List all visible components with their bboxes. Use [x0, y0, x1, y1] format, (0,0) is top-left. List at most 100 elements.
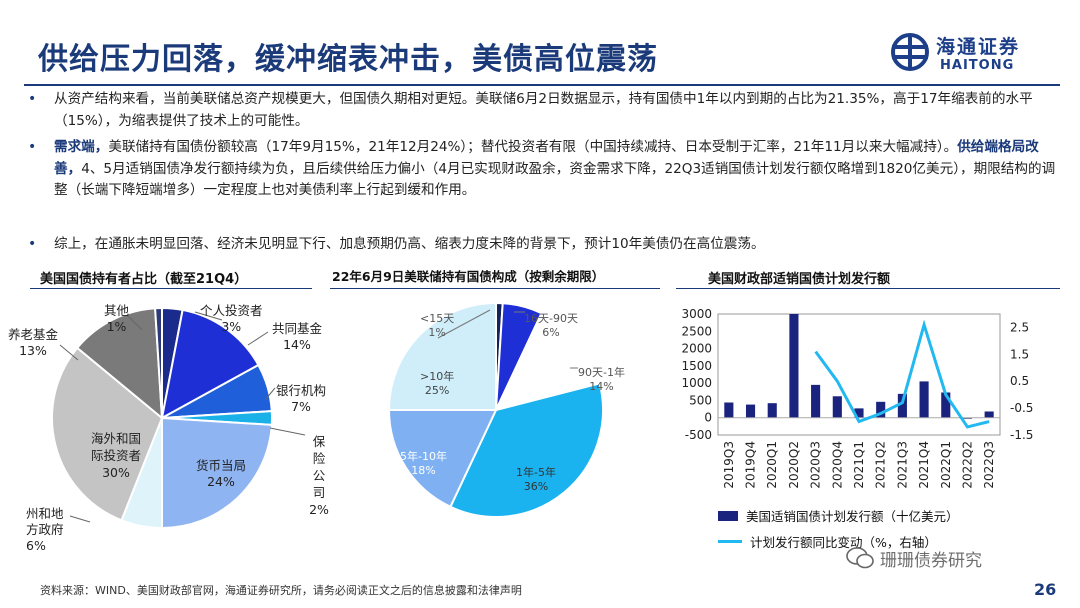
pie1-leader-line-0 [127, 315, 143, 331]
pie2-slice-4 [387, 409, 498, 509]
pie1-label-foreign-value: 30% [102, 465, 130, 480]
wechat-icon [846, 547, 874, 569]
pie1-label-banks-value: 7% [291, 399, 311, 414]
chart-title-holders: 美国国债持有者占比（截至21Q4） [40, 272, 248, 287]
x-tick-label: 2020Q3 [809, 441, 823, 489]
bullet-2-demand-text: 美联储持有国债份额较高（17年9月15%，21年12月24%）；替代投资者有限（… [108, 139, 958, 155]
pie1-leader-line-5 [59, 344, 79, 361]
chart-title-fed: 22年6月9日美联储持有国债构成（按剩余期限） [332, 269, 605, 284]
chart-title-rule [330, 288, 660, 289]
bar-2021Q3 [897, 393, 907, 418]
bar-2019Q3 [724, 402, 734, 418]
pie1-label-monetary-value: 24% [207, 474, 235, 489]
bullet-3-text: 综上，在通胀未明显回落、经济未见明显下行、加息预期仍高、缩表力度未降的背景下，预… [54, 236, 765, 252]
pie1-slice-1 [160, 308, 260, 420]
bullet-1: • 从资产结构来看，当前美联储总资产规模更大，但国债久期相对更短。美联储6月2日… [28, 89, 1058, 133]
page-number: 26 [1034, 580, 1057, 599]
pie1-label-individual-value: 3% [221, 319, 242, 334]
plot-frame [717, 313, 1001, 436]
x-tick-label: 2021Q3 [895, 441, 909, 489]
pie1-leader-line-2 [247, 331, 269, 346]
bullet-2: • 需求端，美联储持有国债份额较高（17年9月15%，21年12月24%）；替代… [28, 137, 1058, 225]
watermark: 珊珊债券研究 [880, 551, 982, 571]
legend-line-label: 计划发行额同比变动（%，右轴） [750, 535, 937, 550]
pie2-label-5-10y-value: 18% [411, 464, 436, 477]
pie1-slice-8 [154, 306, 163, 419]
pie1-leader-line-1 [194, 311, 223, 321]
pie2-label-1-5y-name: 1年-5年 [516, 466, 556, 479]
pie1-leader-line-4 [269, 427, 306, 436]
pie2-slice-5 [387, 301, 497, 411]
pie1-label-individual: 个人投资者 3% [200, 300, 263, 334]
pie1-slice-6 [51, 346, 164, 522]
pie1-label-individual-name: 个人投资者 [200, 303, 263, 318]
legend-bar-label: 美国适销国债计划发行额（十亿美元） [746, 509, 959, 524]
pie1-label-other-name: 其他 [104, 303, 130, 318]
pie1-label-state-local-name: 州和地方政府 [26, 506, 64, 537]
pie1-label-mutual-fund: 共同基金 14% [272, 318, 322, 352]
pie1-label-pension-name: 养老基金 [8, 327, 59, 342]
pie2-label-5-10y: 5年-10年 18% [400, 448, 447, 477]
pie1-label-monetary-name: 货币当局 [196, 458, 247, 473]
pie1-label-banks-name: 银行机构 [276, 383, 327, 398]
pie2-label-lt15d-name: <15天 [420, 312, 455, 325]
bullet-3: • 综上，在通胀未明显回落、经济未见明显下行、加息预期仍高、缩表力度未降的背景下… [28, 234, 1058, 256]
pie2-label-16-90d: 16天-90天 6% [524, 310, 578, 339]
legend-bar-swatch [718, 511, 738, 521]
pie2-label-16-90d-value: 6% [542, 326, 560, 339]
pie1-label-pension-value: 13% [19, 343, 47, 358]
y-left-tick-label: 2000 [681, 342, 712, 356]
pie1-label-state-local-value: 6% [26, 538, 46, 553]
pie1-leader-line-6 [69, 515, 91, 523]
pie1-label-banks: 银行机构 7% [276, 380, 326, 414]
y-right-tick-label: 0.5 [1010, 374, 1029, 388]
chart-title-rule [30, 288, 312, 289]
pie2-label-gt10y-value: 25% [424, 384, 450, 397]
y-right-tick-label: -1.5 [1010, 428, 1033, 442]
x-tick-label: 2022Q1 [939, 441, 953, 489]
bar-2022Q2 [962, 417, 973, 419]
y-left-tick-label: 500 [689, 393, 712, 407]
pie1-slice-4 [161, 416, 273, 530]
pie2-label-lt15d: <15天 1% [420, 310, 454, 339]
pie2-label-1-5y-value: 36% [523, 480, 549, 493]
footer-source: 资料来源：WIND、美国财政部官网，海通证券研究所，请务必阅读正文之后的信息披露… [40, 584, 522, 597]
pie2-label-lt15d-value: 1% [428, 326, 446, 339]
pie2-slice-2 [494, 311, 601, 412]
x-tick-label: 2021Q1 [852, 441, 866, 489]
legend-line-swatch [718, 540, 742, 543]
bullet-1-text: 从资产结构来看，当前美联储总资产规模更大，但国债久期相对更短。美联储6月2日数据… [54, 91, 1033, 129]
logo-mark-icon [891, 33, 929, 71]
y-left-tick-label: 0 [704, 411, 712, 425]
x-tick-label: 2020Q4 [830, 441, 844, 489]
page-title: 供给压力回落，缓冲缩表冲击，美债高位震荡 [38, 42, 658, 77]
x-tick-label: 2020Q2 [787, 441, 801, 489]
company-logo: 海通证券 HAITONG [888, 28, 1048, 78]
y-left-tick-label: -500 [685, 428, 712, 442]
pie1-label-other-value: 1% [106, 319, 127, 334]
bar-2022Q3 [984, 411, 994, 418]
bar-2020Q1 [767, 403, 777, 418]
pie2-label-16-90d-name: 16天-90天 [524, 312, 578, 325]
chart-title-rule [676, 288, 1060, 289]
y-left-tick-label: 2500 [681, 324, 712, 338]
title-divider [24, 84, 1060, 86]
y-right-tick-label: 1.5 [1010, 347, 1029, 361]
pie1-leader-line-3 [264, 387, 276, 401]
x-tick-label: 2020Q1 [765, 441, 779, 489]
pie1-label-foreign-name: 海外和国际投资者 [90, 431, 141, 463]
bullet-dot: • [28, 91, 37, 107]
bullet-2-supply-text: 4、5月适销国债净发行额持续为负，且后续供给压力偏小（4月已实现财政盈余，资金需… [54, 160, 1056, 199]
y-left-tick-label: 1000 [681, 376, 712, 390]
y-left-tick-label: 1500 [681, 359, 712, 373]
bullet-2-bold-supply: 供给端格局改善， [54, 139, 1039, 177]
x-tick-label: 2022Q3 [982, 441, 996, 489]
pie1-label-insurance: 保险公司 2% [308, 433, 330, 518]
logo-text-en: HAITONG [940, 58, 1015, 73]
pie2-slice-3 [449, 382, 604, 518]
bullet-dot: • [28, 139, 37, 155]
bar-2022Q1 [941, 392, 951, 418]
bar-2021Q4 [919, 381, 929, 418]
pie2-label-90d-1y-name: 90天-1年 [578, 366, 625, 379]
bar-2019Q4 [745, 404, 756, 418]
